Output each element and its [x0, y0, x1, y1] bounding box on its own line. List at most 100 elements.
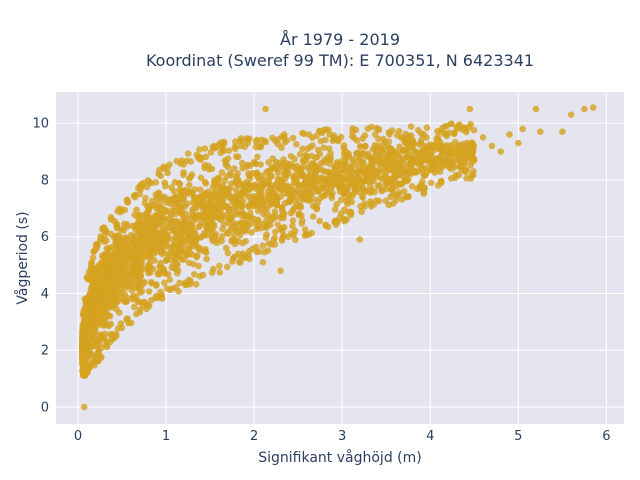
data-point — [466, 105, 474, 113]
data-point — [212, 230, 219, 238]
data-point — [92, 331, 99, 338]
data-point — [80, 312, 88, 319]
data-point — [260, 210, 267, 218]
data-point — [456, 158, 464, 165]
data-point — [366, 172, 374, 180]
data-point — [295, 196, 302, 203]
data-point — [221, 157, 229, 164]
data-point — [316, 150, 324, 158]
data-point — [283, 168, 291, 176]
data-point — [403, 152, 411, 160]
data-point — [342, 148, 350, 155]
data-point — [184, 200, 191, 207]
data-point — [112, 330, 120, 338]
data-point — [463, 139, 471, 147]
data-point — [389, 190, 397, 197]
data-point — [402, 130, 409, 138]
data-point — [370, 158, 377, 166]
data-point — [145, 248, 152, 255]
data-point — [488, 142, 496, 150]
data-point — [287, 183, 295, 191]
data-point — [306, 182, 314, 190]
data-point — [193, 195, 200, 203]
data-point — [136, 236, 144, 243]
data-point — [219, 196, 227, 203]
data-point — [433, 135, 440, 143]
data-point — [187, 158, 195, 165]
data-point — [283, 137, 291, 144]
data-point — [238, 203, 246, 210]
data-point — [300, 195, 307, 202]
data-point — [381, 164, 388, 172]
data-point — [391, 167, 398, 174]
data-point — [458, 146, 466, 153]
data-point — [272, 228, 279, 236]
data-point — [220, 140, 228, 148]
data-point — [170, 188, 178, 195]
data-point — [108, 258, 115, 266]
data-point — [458, 126, 466, 133]
data-point — [310, 196, 318, 203]
data-point — [107, 216, 115, 223]
data-point — [211, 194, 218, 202]
data-point — [263, 231, 270, 238]
data-point — [327, 150, 335, 157]
data-point — [120, 296, 128, 304]
data-point — [121, 235, 128, 242]
data-point — [376, 160, 383, 168]
data-point — [80, 368, 87, 375]
data-point — [87, 262, 95, 270]
data-point — [123, 198, 131, 205]
data-point — [349, 125, 356, 132]
data-point — [414, 127, 422, 134]
data-point — [371, 171, 379, 179]
data-point — [95, 357, 102, 365]
data-point — [559, 128, 566, 135]
data-point — [293, 140, 300, 148]
data-point — [205, 162, 212, 170]
data-point — [456, 163, 464, 170]
data-point — [107, 331, 114, 338]
data-point — [239, 164, 246, 172]
data-point — [105, 251, 113, 258]
x-tick-label: 2 — [250, 429, 258, 444]
data-point — [357, 143, 364, 150]
data-point — [236, 258, 243, 266]
data-point — [219, 225, 226, 233]
data-point — [316, 165, 324, 172]
data-point — [262, 105, 269, 113]
data-point — [232, 220, 239, 227]
data-point — [244, 161, 252, 169]
data-point — [274, 221, 282, 229]
data-point — [264, 167, 272, 175]
data-point — [250, 159, 258, 166]
data-point — [298, 220, 306, 227]
data-point — [342, 166, 350, 174]
y-tick-label: 10 — [32, 117, 49, 132]
data-point — [248, 220, 255, 227]
data-point — [282, 159, 290, 167]
data-point — [132, 284, 139, 292]
data-point — [414, 159, 422, 166]
data-point — [335, 136, 342, 144]
data-point — [174, 266, 182, 274]
data-point — [364, 125, 372, 132]
data-point — [216, 262, 223, 270]
data-point — [102, 341, 110, 349]
data-point — [252, 138, 260, 145]
data-point — [434, 182, 442, 189]
data-point — [411, 140, 418, 148]
data-point — [245, 203, 253, 210]
chart-title-line1: År 1979 - 2019 — [280, 30, 400, 49]
data-point — [343, 172, 351, 179]
chart-title-line2: Koordinat (Sweref 99 TM): E 700351, N 64… — [146, 51, 534, 70]
data-point — [398, 196, 406, 203]
data-point — [313, 205, 321, 213]
data-point — [299, 145, 306, 152]
data-point — [160, 165, 167, 172]
data-point — [200, 230, 208, 237]
data-point — [470, 126, 478, 134]
data-point — [184, 189, 191, 197]
